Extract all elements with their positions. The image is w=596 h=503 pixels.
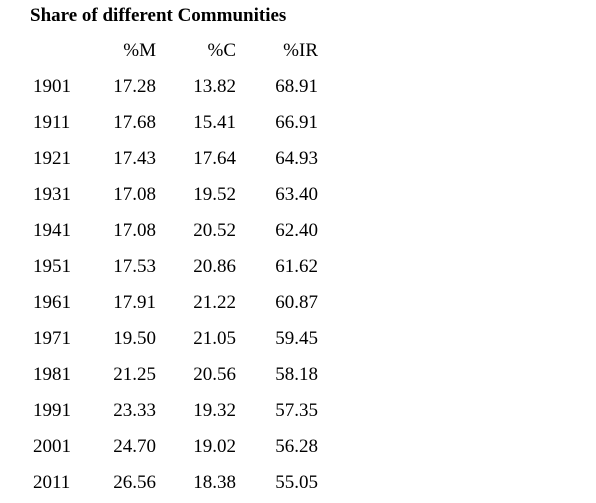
m-cell: 23.33 — [113, 400, 156, 421]
table-row: 1971 19.50 21.05 59.45 — [0, 327, 596, 351]
table-row: 1991 23.33 19.32 57.35 — [0, 399, 596, 423]
ir-cell: 57.35 — [275, 400, 318, 421]
c-cell: 21.22 — [193, 292, 236, 313]
column-header-c: %C — [207, 40, 237, 61]
m-cell: 26.56 — [113, 472, 156, 493]
ir-cell: 56.28 — [275, 436, 318, 457]
year-cell: 1911 — [33, 112, 71, 133]
ir-cell: 59.45 — [275, 328, 318, 349]
table-row: 1931 17.08 19.52 63.40 — [0, 183, 596, 207]
ir-cell: 62.40 — [275, 220, 318, 241]
c-cell: 13.82 — [193, 76, 236, 97]
year-cell: 1951 — [33, 256, 71, 277]
year-cell: 1961 — [33, 292, 71, 313]
ir-cell: 55.05 — [275, 472, 318, 493]
c-cell: 20.86 — [193, 256, 236, 277]
c-cell: 21.05 — [193, 328, 236, 349]
year-cell: 1931 — [33, 184, 71, 205]
year-cell: 2001 — [33, 436, 71, 457]
ir-cell: 61.62 — [275, 256, 318, 277]
m-cell: 17.91 — [113, 292, 156, 313]
table-row: 1941 17.08 20.52 62.40 — [0, 219, 596, 243]
column-header-m: %M — [123, 40, 156, 61]
ir-cell: 63.40 — [275, 184, 318, 205]
table-title: Share of different Communities — [30, 5, 287, 26]
year-cell: 1901 — [33, 76, 71, 97]
ir-cell: 64.93 — [275, 148, 318, 169]
m-cell: 19.50 — [113, 328, 156, 349]
ir-cell: 66.91 — [275, 112, 318, 133]
c-cell: 17.64 — [193, 148, 236, 169]
year-cell: 1941 — [33, 220, 71, 241]
year-cell: 2011 — [33, 472, 71, 493]
c-cell: 18.38 — [193, 472, 236, 493]
c-cell: 19.32 — [193, 400, 236, 421]
m-cell: 17.43 — [113, 148, 156, 169]
year-cell: 1981 — [33, 364, 71, 385]
table-row: 1981 21.25 20.56 58.18 — [0, 363, 596, 387]
m-cell: 17.08 — [113, 220, 156, 241]
ir-cell: 68.91 — [275, 76, 318, 97]
column-header-ir: %IR — [283, 40, 318, 61]
c-cell: 19.52 — [193, 184, 236, 205]
table-row: 1951 17.53 20.86 61.62 — [0, 255, 596, 279]
table-header-row: %M %C %IR — [0, 39, 596, 63]
table-row: 2011 26.56 18.38 55.05 — [0, 471, 596, 495]
c-cell: 15.41 — [193, 112, 236, 133]
m-cell: 17.68 — [113, 112, 156, 133]
m-cell: 17.28 — [113, 76, 156, 97]
year-cell: 1921 — [33, 148, 71, 169]
table-row: 1901 17.28 13.82 68.91 — [0, 75, 596, 99]
c-cell: 20.56 — [193, 364, 236, 385]
table-row: 1921 17.43 17.64 64.93 — [0, 147, 596, 171]
c-cell: 20.52 — [193, 220, 236, 241]
table-row: 1961 17.91 21.22 60.87 — [0, 291, 596, 315]
ir-cell: 58.18 — [275, 364, 318, 385]
c-cell: 19.02 — [193, 436, 236, 457]
m-cell: 17.53 — [113, 256, 156, 277]
table-row: 2001 24.70 19.02 56.28 — [0, 435, 596, 459]
m-cell: 17.08 — [113, 184, 156, 205]
year-cell: 1971 — [33, 328, 71, 349]
table-row: 1911 17.68 15.41 66.91 — [0, 111, 596, 135]
m-cell: 21.25 — [113, 364, 156, 385]
m-cell: 24.70 — [113, 436, 156, 457]
year-cell: 1991 — [33, 400, 71, 421]
ir-cell: 60.87 — [275, 292, 318, 313]
